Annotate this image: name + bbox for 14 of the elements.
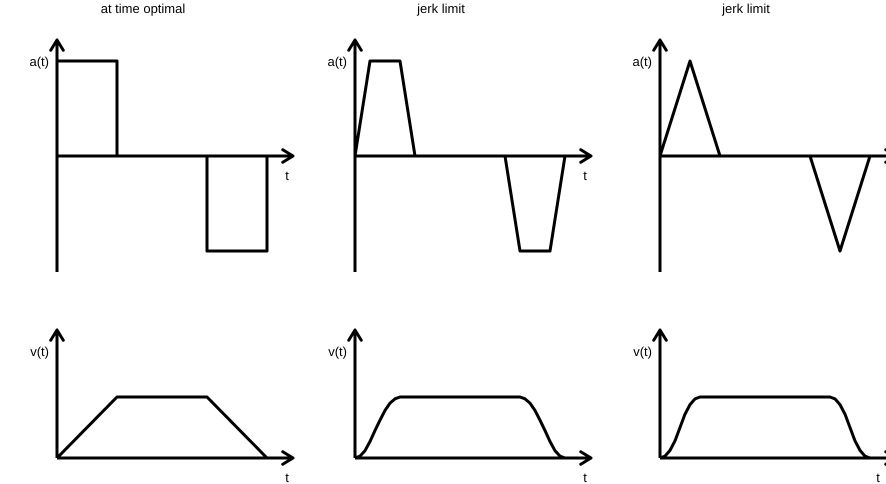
chart-title: at time optimal	[100, 1, 186, 16]
y-axis-title: a(t)	[30, 54, 49, 69]
chart-title: jerk limit	[721, 1, 770, 16]
x-axis-title: t	[285, 168, 290, 183]
x-axis-title: t	[583, 470, 588, 484]
chart-title: jerk limit	[416, 1, 466, 16]
x-axis-title: t	[583, 168, 588, 183]
y-axis-title: a(t)	[632, 54, 652, 69]
y-axis-title: v(t)	[328, 344, 347, 359]
y-axis-title: v(t)	[633, 344, 652, 359]
x-axis-title: t	[285, 470, 290, 484]
y-axis-title: a(t)	[328, 54, 347, 69]
y-axis-title: v(t)	[30, 344, 49, 359]
x-axis-title: t	[876, 470, 880, 484]
